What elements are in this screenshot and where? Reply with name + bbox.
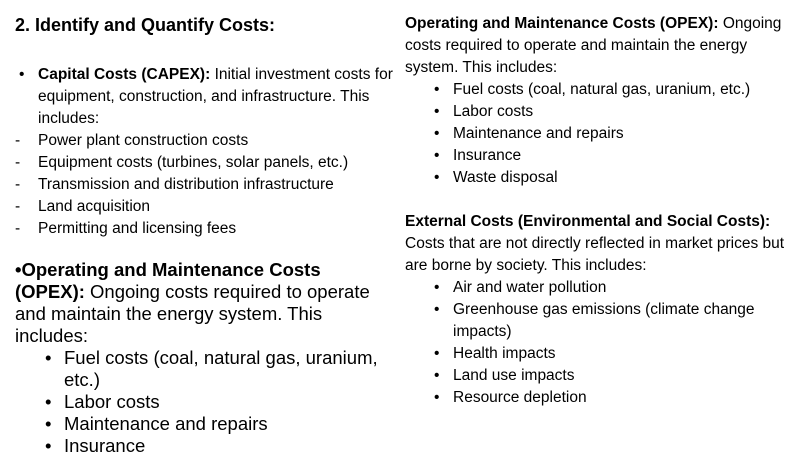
list-item: Insurance (45, 435, 390, 457)
list-item: Labor costs (45, 391, 390, 413)
external-label: External Costs (Environmental and Social… (405, 213, 771, 230)
list-item: Equipment costs (turbines, solar panels,… (15, 152, 398, 174)
opex-para: Operating and Maintenance Costs (OPEX): … (405, 13, 797, 79)
opex-para: •Operating and Maintenance Costs (OPEX):… (15, 259, 390, 347)
external-block: External Costs (Environmental and Social… (405, 211, 797, 409)
list-item: Land acquisition (15, 196, 398, 218)
list-item: Permitting and licensing fees (15, 218, 398, 240)
list-item: Maintenance and repairs (45, 413, 390, 435)
list-item: Maintenance and repairs (434, 123, 797, 145)
list-item: Resource depletion (434, 387, 797, 409)
external-para: External Costs (Environmental and Social… (405, 211, 797, 277)
list-item: Health impacts (434, 343, 797, 365)
list-item: Power plant construction costs (15, 130, 398, 152)
opex-list: Fuel costs (coal, natural gas, uranium, … (434, 79, 797, 189)
opex-text: Ongoing costs required to operate and ma… (15, 281, 370, 346)
opex-list: Fuel costs (coal, natural gas, uranium, … (45, 347, 390, 457)
capex-entry: Capital Costs (CAPEX): Initial investmen… (19, 64, 398, 130)
capex-label: Capital Costs (CAPEX): (38, 66, 211, 83)
capex-block: Capital Costs (CAPEX): Initial investmen… (19, 64, 398, 130)
list-item: Fuel costs (coal, natural gas, uranium, … (434, 79, 797, 101)
list-item: Labor costs (434, 101, 797, 123)
opex-block: •Operating and Maintenance Costs (OPEX):… (15, 259, 390, 457)
external-text: Costs that are not directly reflected in… (405, 235, 785, 274)
capex-text: Initial investment costs for equipment, … (38, 66, 393, 127)
heading: 2. Identify and Quantify Costs: (15, 15, 276, 35)
opex-label: •Operating and Maintenance Costs (OPEX): (15, 259, 321, 302)
list-item: Air and water pollution (434, 277, 797, 299)
capex-list: Power plant construction costsEquipment … (15, 130, 398, 240)
external-list: Air and water pollutionGreenhouse gas em… (434, 277, 797, 409)
list-item: Waste disposal (434, 167, 797, 189)
opex-block: Operating and Maintenance Costs (OPEX): … (405, 13, 797, 189)
list-item: Fuel costs (coal, natural gas, uranium, … (45, 347, 390, 391)
list-item: Land use impacts (434, 365, 797, 387)
list-item: Greenhouse gas emissions (climate change… (434, 299, 797, 343)
list-item: Insurance (434, 145, 797, 167)
opex-text: Ongoing costs required to operate and ma… (405, 15, 782, 76)
list-item: Transmission and distribution infrastruc… (15, 174, 398, 196)
opex-label: Operating and Maintenance Costs (OPEX): (405, 15, 719, 32)
